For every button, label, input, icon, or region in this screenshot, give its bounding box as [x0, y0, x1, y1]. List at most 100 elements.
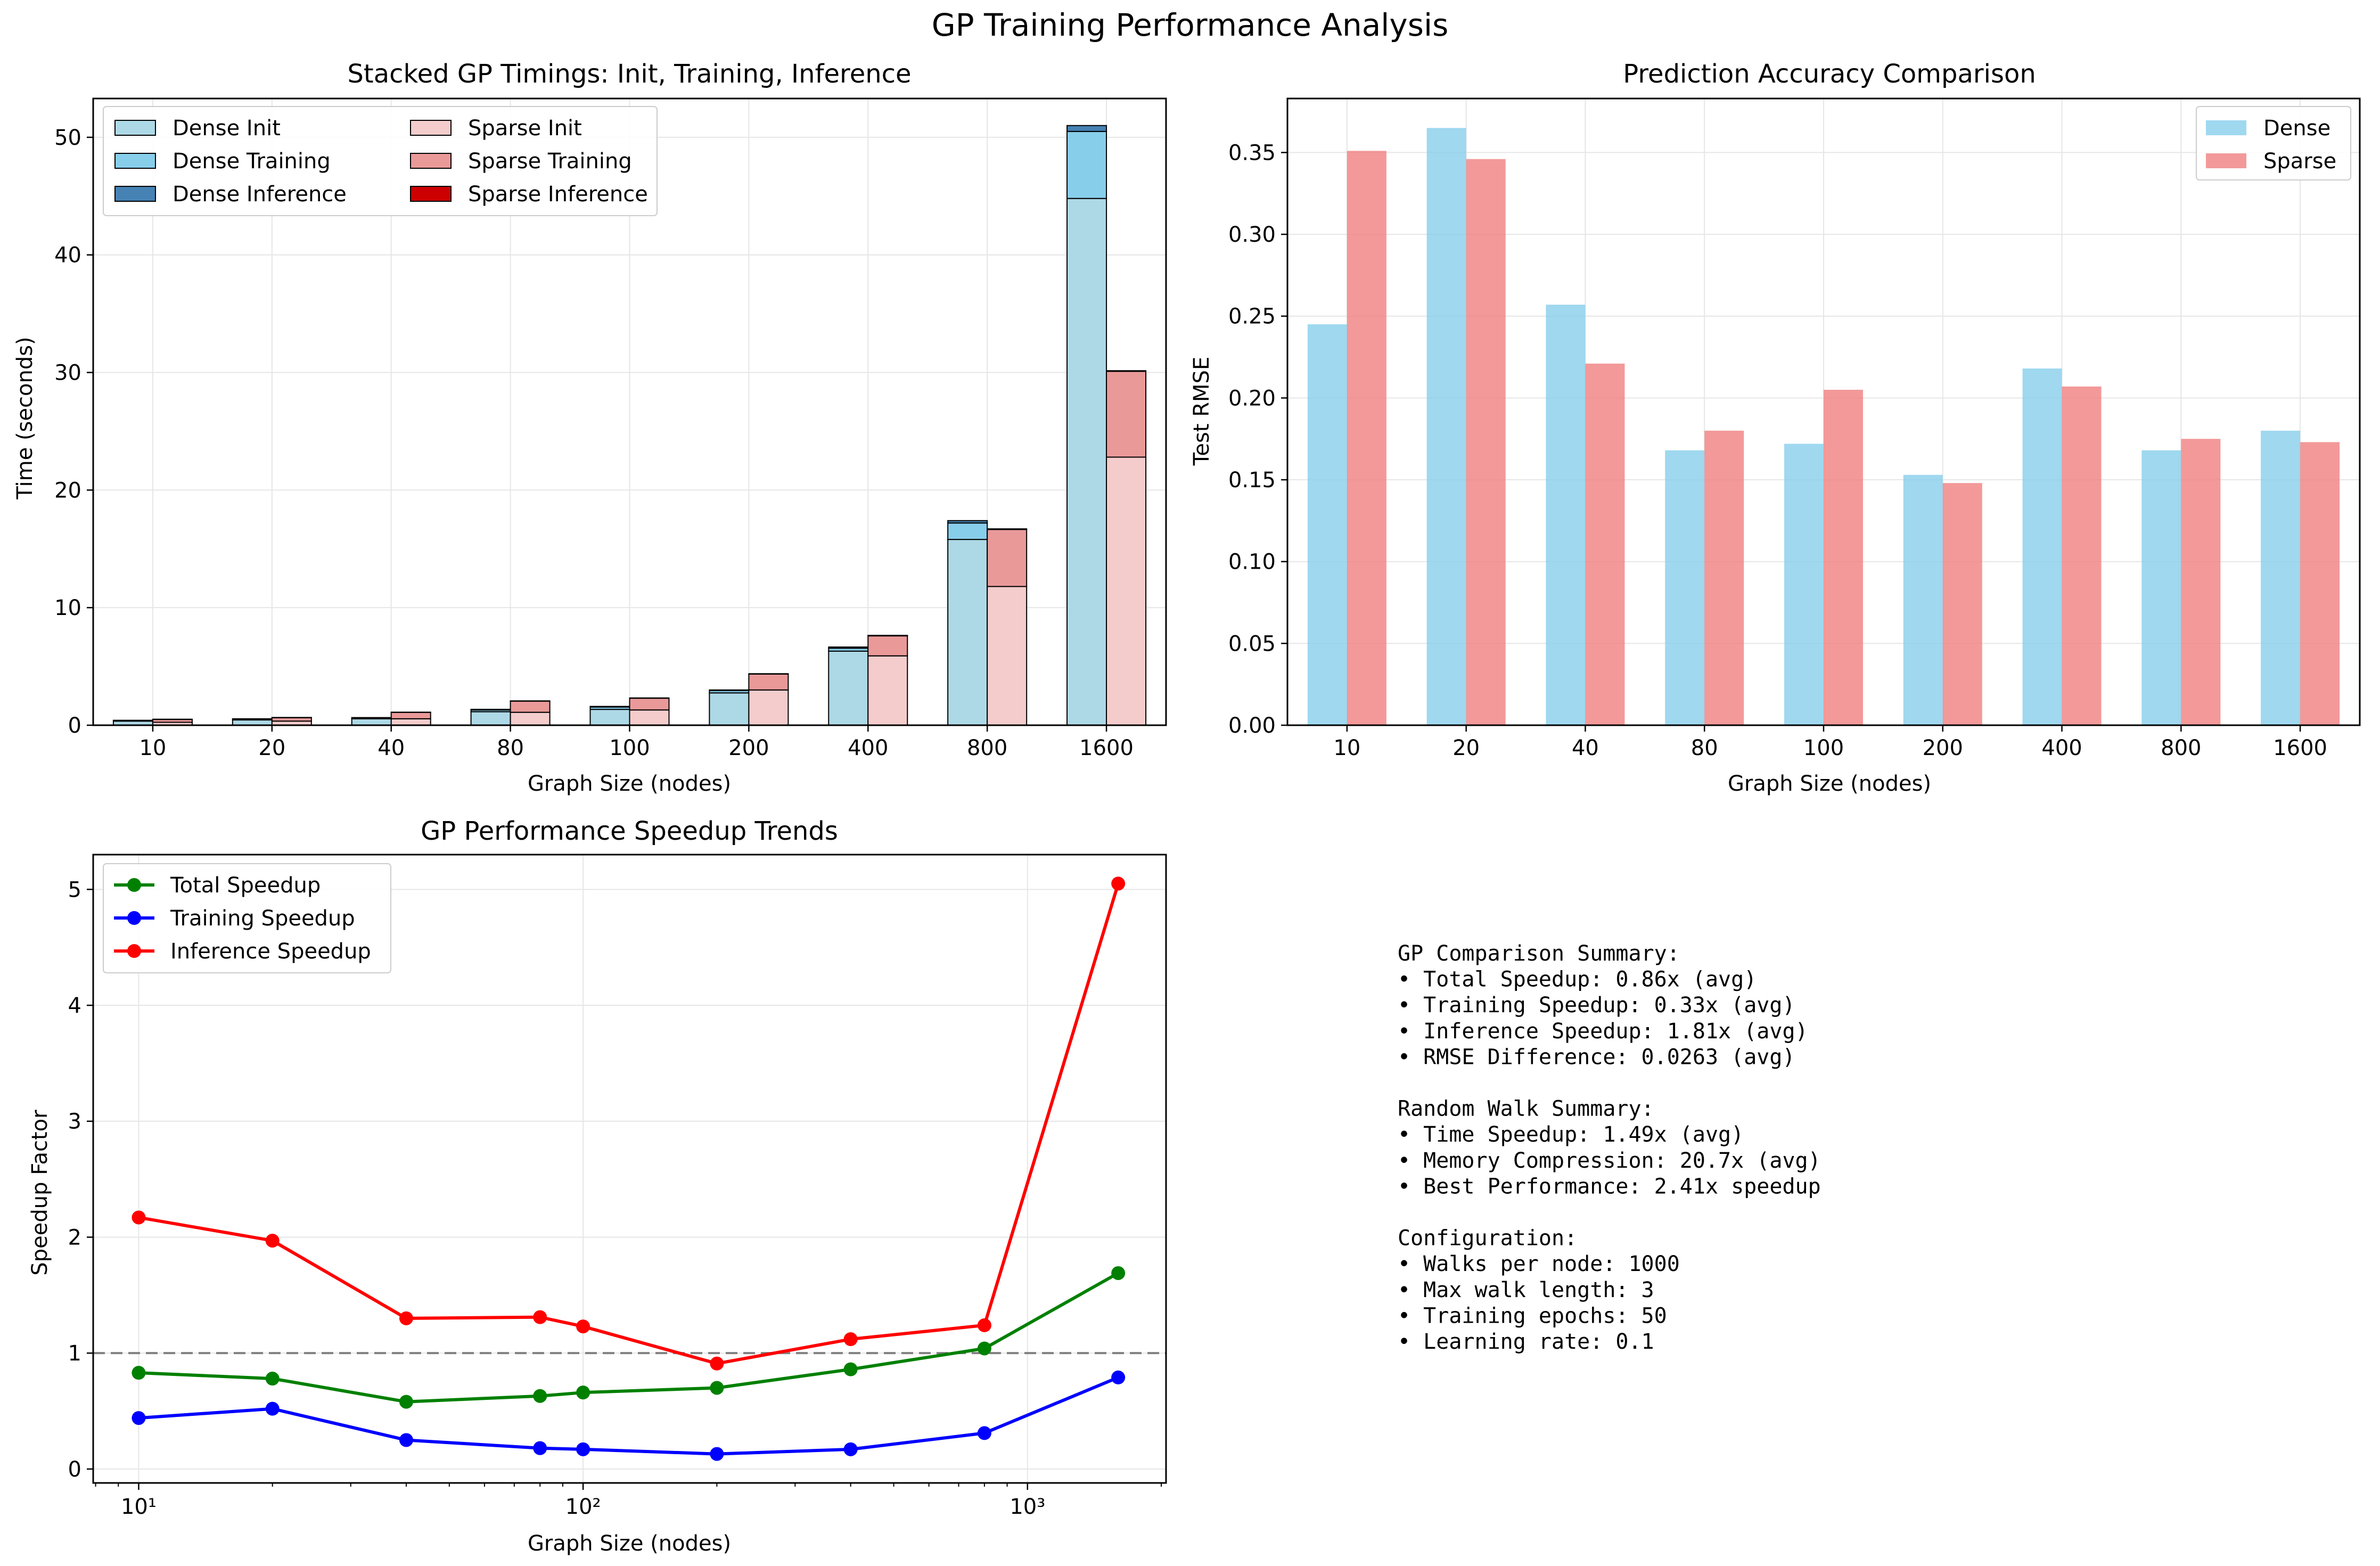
legend-swatch — [114, 120, 156, 136]
summary-line: • Best Performance: 2.41x speedup — [1398, 1174, 1821, 1199]
bar-dense — [2141, 450, 2181, 725]
data-point — [843, 1362, 858, 1376]
summary-text: GP Comparison Summary: • Total Speedup: 0… — [1398, 941, 1821, 1354]
data-point — [533, 1310, 547, 1324]
accuracy-panel: Prediction Accuracy Comparison Graph Siz… — [1189, 59, 2361, 796]
bar-sparse — [1704, 430, 1744, 725]
bar-sparse — [2181, 439, 2221, 725]
bar-dense-inference — [709, 689, 750, 691]
x-tick-label: 100 — [1803, 736, 1844, 760]
bar-sparse — [1466, 159, 1506, 725]
bar-dense-inference — [112, 719, 153, 721]
bar-sparse-training — [867, 635, 908, 657]
bar-sparse — [1824, 390, 1863, 725]
bar-sparse-init — [1106, 456, 1147, 726]
bar-dense-training — [1066, 130, 1107, 199]
data-point — [533, 1389, 547, 1403]
data-point — [977, 1426, 991, 1440]
x-tick-label: 800 — [967, 736, 1007, 760]
data-point — [399, 1311, 413, 1325]
data-point — [265, 1372, 280, 1386]
bar-sparse-init — [987, 586, 1028, 726]
bar-dense-init — [351, 718, 392, 726]
data-point — [576, 1442, 590, 1456]
summary-line: • Time Speedup: 1.49x (avg) — [1398, 1122, 1744, 1147]
data-point — [843, 1332, 858, 1347]
x-tick-label: 10² — [565, 1495, 601, 1519]
data-point — [977, 1341, 991, 1356]
bar-sparse-init — [629, 709, 670, 726]
legend-box — [103, 106, 658, 216]
x-tick-label: 10³ — [1010, 1495, 1045, 1519]
bar-dense — [1784, 444, 1824, 725]
summary-line: • Inference Speedup: 1.81x (avg) — [1398, 1019, 1808, 1044]
bar-sparse-inference — [271, 717, 312, 718]
data-point — [1111, 876, 1126, 891]
legend-label: Sparse Init — [468, 116, 582, 141]
y-tick-label: 2 — [68, 1225, 81, 1250]
bar-sparse-training — [510, 700, 551, 713]
plot-frame — [1286, 97, 2361, 726]
bar-sparse-init — [390, 718, 431, 726]
y-tick-label: 0.10 — [1228, 550, 1276, 575]
x-tick-label: 400 — [2041, 736, 2082, 760]
figure-title: GP Training Performance Analysis — [932, 7, 1449, 43]
x-tick-label: 20 — [1452, 736, 1480, 760]
summary-line: Configuration: — [1398, 1226, 1577, 1251]
bar-dense-init — [828, 650, 869, 726]
y-tick-label: 50 — [54, 126, 81, 150]
x-tick-label: 1600 — [2273, 736, 2327, 760]
x-tick-label: 20 — [258, 736, 285, 760]
x-tick-label: 800 — [2161, 736, 2201, 760]
speedup-title: GP Performance Speedup Trends — [421, 816, 838, 846]
stacked-timings-ylabel: Time (seconds) — [13, 337, 37, 499]
data-point — [132, 1411, 146, 1425]
summary-line: • Memory Compression: 20.7x (avg) — [1398, 1149, 1821, 1173]
data-point — [576, 1319, 590, 1334]
y-tick-label: 0 — [68, 714, 81, 738]
legend-marker — [127, 911, 141, 925]
legend-label: Sparse — [2263, 149, 2336, 174]
bar-dense — [1307, 324, 1347, 725]
accuracy-title: Prediction Accuracy Comparison — [1623, 59, 2036, 89]
y-tick-label: 0 — [68, 1457, 81, 1482]
data-point — [710, 1356, 724, 1371]
y-tick-label: 0.00 — [1228, 714, 1276, 738]
bar-dense — [1426, 128, 1466, 726]
legend-label: Training Speedup — [170, 906, 355, 931]
accuracy-xlabel: Graph Size (nodes) — [1728, 772, 1931, 796]
legend-label: Inference Speedup — [170, 939, 371, 964]
bar-sparse — [1347, 151, 1386, 726]
y-tick-label: 0.25 — [1228, 305, 1276, 329]
x-tick-label: 1600 — [1079, 736, 1134, 760]
legend-label: Sparse Inference — [468, 182, 648, 207]
data-point — [132, 1366, 146, 1380]
data-point — [576, 1385, 590, 1400]
bar-sparse-init — [510, 711, 551, 726]
bar-dense — [2022, 368, 2062, 725]
bar-sparse-inference — [629, 697, 670, 699]
y-tick-label: 4 — [68, 994, 81, 1018]
bar-dense — [1903, 474, 1943, 725]
bar-dense-training — [947, 522, 988, 540]
data-point — [399, 1395, 413, 1409]
bar-dense-init — [589, 709, 630, 726]
speedup-xlabel: Graph Size (nodes) — [528, 1531, 731, 1556]
y-tick-label: 1 — [68, 1341, 81, 1366]
y-tick-label: 10 — [54, 596, 81, 620]
bar-dense-inference — [947, 520, 988, 524]
x-tick-label: 80 — [1691, 736, 1718, 760]
data-point — [132, 1210, 146, 1225]
summary-line: GP Comparison Summary: — [1398, 941, 1680, 966]
x-tick-label: 400 — [848, 736, 888, 760]
y-tick-label: 30 — [54, 361, 81, 386]
x-tick-label: 100 — [609, 736, 650, 760]
bar-sparse — [2062, 386, 2102, 725]
speedup-panel: GP Performance Speedup Trends Graph Size… — [28, 816, 1167, 1556]
summary-line: • Learning rate: 0.1 — [1398, 1330, 1654, 1354]
legend-swatch — [410, 120, 452, 136]
x-tick-label: 10¹ — [121, 1495, 157, 1519]
legend-swatch — [410, 153, 452, 169]
x-tick-label: 200 — [728, 736, 769, 760]
